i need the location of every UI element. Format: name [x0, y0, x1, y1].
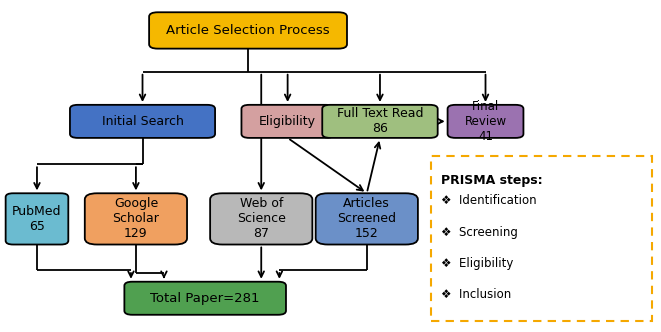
FancyBboxPatch shape	[316, 193, 418, 245]
Text: PRISMA steps:: PRISMA steps:	[441, 174, 542, 187]
Text: PubMed
65: PubMed 65	[12, 205, 61, 233]
Text: ❖  Identification: ❖ Identification	[441, 194, 536, 207]
Text: ❖  Screening: ❖ Screening	[441, 225, 518, 238]
Text: Full Text Read
86: Full Text Read 86	[336, 107, 423, 135]
Text: Final
Review
41: Final Review 41	[465, 100, 506, 143]
FancyBboxPatch shape	[6, 193, 68, 245]
Text: Article Selection Process: Article Selection Process	[166, 24, 330, 37]
FancyBboxPatch shape	[447, 105, 524, 138]
Text: Eligibility: Eligibility	[259, 115, 316, 128]
Text: ❖  Inclusion: ❖ Inclusion	[441, 288, 511, 301]
FancyBboxPatch shape	[149, 12, 347, 48]
Text: ❖  Eligibility: ❖ Eligibility	[441, 257, 513, 270]
FancyBboxPatch shape	[70, 105, 215, 138]
Text: Initial Search: Initial Search	[102, 115, 184, 128]
Text: Articles
Screened
152: Articles Screened 152	[337, 198, 397, 240]
FancyBboxPatch shape	[124, 282, 286, 315]
Bar	[431, 156, 652, 321]
FancyBboxPatch shape	[323, 105, 438, 138]
FancyBboxPatch shape	[85, 193, 187, 245]
Text: Total Paper=281: Total Paper=281	[151, 292, 260, 305]
Text: Google
Scholar
129: Google Scholar 129	[112, 198, 159, 240]
FancyBboxPatch shape	[210, 193, 313, 245]
Text: Web of
Science
87: Web of Science 87	[237, 198, 286, 240]
FancyBboxPatch shape	[241, 105, 334, 138]
